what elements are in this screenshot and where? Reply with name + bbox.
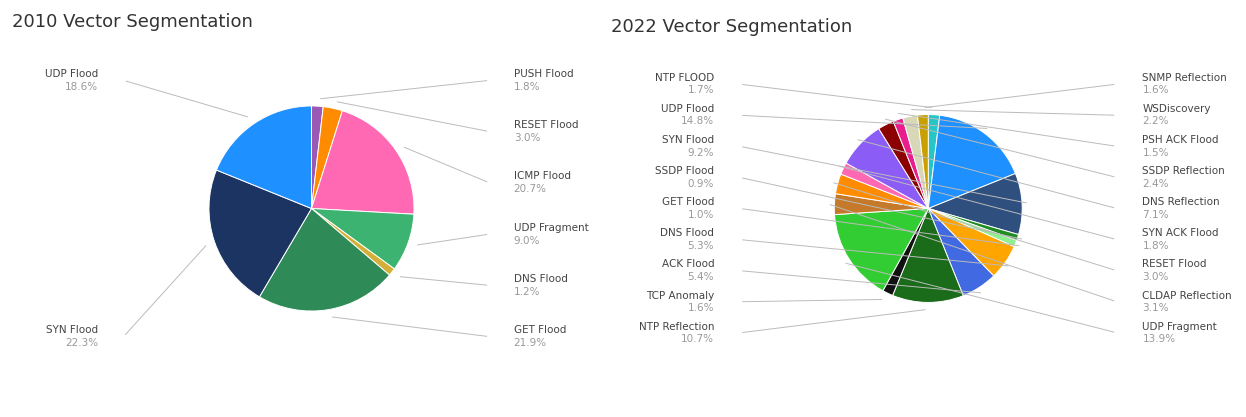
Wedge shape (217, 106, 312, 208)
Text: 1.7%: 1.7% (688, 85, 714, 95)
Text: 5.4%: 5.4% (688, 272, 714, 282)
Text: UDP Flood: UDP Flood (45, 69, 98, 79)
Wedge shape (312, 208, 394, 275)
Text: 22.3%: 22.3% (65, 338, 98, 348)
Text: 0.9%: 0.9% (688, 178, 714, 188)
Text: 21.9%: 21.9% (513, 338, 547, 348)
Text: 1.0%: 1.0% (688, 210, 714, 220)
Text: UDP Flood: UDP Flood (660, 104, 714, 114)
Wedge shape (841, 163, 928, 208)
Text: 10.7%: 10.7% (682, 334, 714, 344)
Wedge shape (893, 118, 928, 208)
Wedge shape (312, 208, 414, 269)
Text: DNS Flood: DNS Flood (513, 274, 568, 284)
Text: 1.2%: 1.2% (513, 287, 541, 297)
Text: RESET Flood: RESET Flood (1143, 259, 1207, 269)
Text: 2.2%: 2.2% (1143, 116, 1169, 126)
Text: 13.9%: 13.9% (1143, 334, 1175, 344)
Text: DNS Reflection: DNS Reflection (1143, 197, 1220, 207)
Text: GET Flood: GET Flood (513, 325, 566, 335)
Wedge shape (928, 115, 1015, 208)
Text: 5.3%: 5.3% (688, 241, 714, 251)
Text: NTP FLOOD: NTP FLOOD (655, 73, 714, 83)
Text: 1.8%: 1.8% (1143, 241, 1169, 251)
Wedge shape (928, 115, 939, 208)
Wedge shape (836, 174, 928, 208)
Text: 2.4%: 2.4% (1143, 178, 1169, 188)
Text: 3.1%: 3.1% (1143, 303, 1169, 313)
Text: WSDiscovery: WSDiscovery (1143, 104, 1211, 114)
Text: 2010 Vector Segmentation: 2010 Vector Segmentation (12, 13, 253, 30)
Wedge shape (928, 208, 1018, 240)
Text: 1.6%: 1.6% (688, 303, 714, 313)
Wedge shape (312, 107, 343, 208)
Wedge shape (259, 208, 390, 311)
Text: 2022 Vector Segmentation: 2022 Vector Segmentation (611, 18, 852, 35)
Text: SSDP Reflection: SSDP Reflection (1143, 166, 1225, 176)
Wedge shape (928, 173, 1022, 234)
Wedge shape (892, 208, 963, 302)
Text: RESET Flood: RESET Flood (513, 120, 578, 130)
Text: NTP Reflection: NTP Reflection (639, 322, 714, 332)
Text: PUSH Flood: PUSH Flood (513, 69, 573, 79)
Wedge shape (928, 208, 994, 296)
Text: SYN ACK Flood: SYN ACK Flood (1143, 229, 1219, 239)
Text: 18.6%: 18.6% (65, 82, 98, 92)
Wedge shape (846, 129, 928, 208)
Text: 9.0%: 9.0% (513, 236, 540, 246)
Text: 14.8%: 14.8% (682, 116, 714, 126)
Text: 1.6%: 1.6% (1143, 85, 1169, 95)
Text: GET Flood: GET Flood (662, 197, 714, 207)
Text: ICMP Flood: ICMP Flood (513, 171, 571, 181)
Text: SNMP Reflection: SNMP Reflection (1143, 73, 1227, 83)
Text: SYN Flood: SYN Flood (46, 325, 98, 335)
Text: 20.7%: 20.7% (513, 184, 547, 194)
Wedge shape (312, 111, 414, 214)
Text: 1.5%: 1.5% (1143, 148, 1169, 158)
Text: UDP Fragment: UDP Fragment (513, 223, 588, 233)
Wedge shape (928, 208, 1017, 246)
Wedge shape (209, 170, 312, 297)
Text: SYN Flood: SYN Flood (662, 135, 714, 145)
Text: 1.8%: 1.8% (513, 82, 541, 92)
Text: 3.0%: 3.0% (1143, 272, 1169, 282)
Text: PSH ACK Flood: PSH ACK Flood (1143, 135, 1219, 145)
Text: DNS Flood: DNS Flood (660, 229, 714, 239)
Text: 3.0%: 3.0% (513, 133, 540, 143)
Wedge shape (917, 115, 928, 208)
Text: SSDP Flood: SSDP Flood (655, 166, 714, 176)
Wedge shape (835, 193, 928, 215)
Text: 7.1%: 7.1% (1143, 210, 1169, 220)
Wedge shape (312, 106, 323, 208)
Wedge shape (883, 208, 928, 295)
Text: CLDAP Reflection: CLDAP Reflection (1143, 291, 1232, 301)
Wedge shape (903, 115, 928, 208)
Text: TCP Anomaly: TCP Anomaly (645, 291, 714, 301)
Wedge shape (928, 208, 1014, 276)
Text: 9.2%: 9.2% (688, 148, 714, 158)
Wedge shape (835, 208, 928, 291)
Wedge shape (878, 121, 928, 208)
Text: UDP Fragment: UDP Fragment (1143, 322, 1217, 332)
Text: ACK Flood: ACK Flood (662, 259, 714, 269)
